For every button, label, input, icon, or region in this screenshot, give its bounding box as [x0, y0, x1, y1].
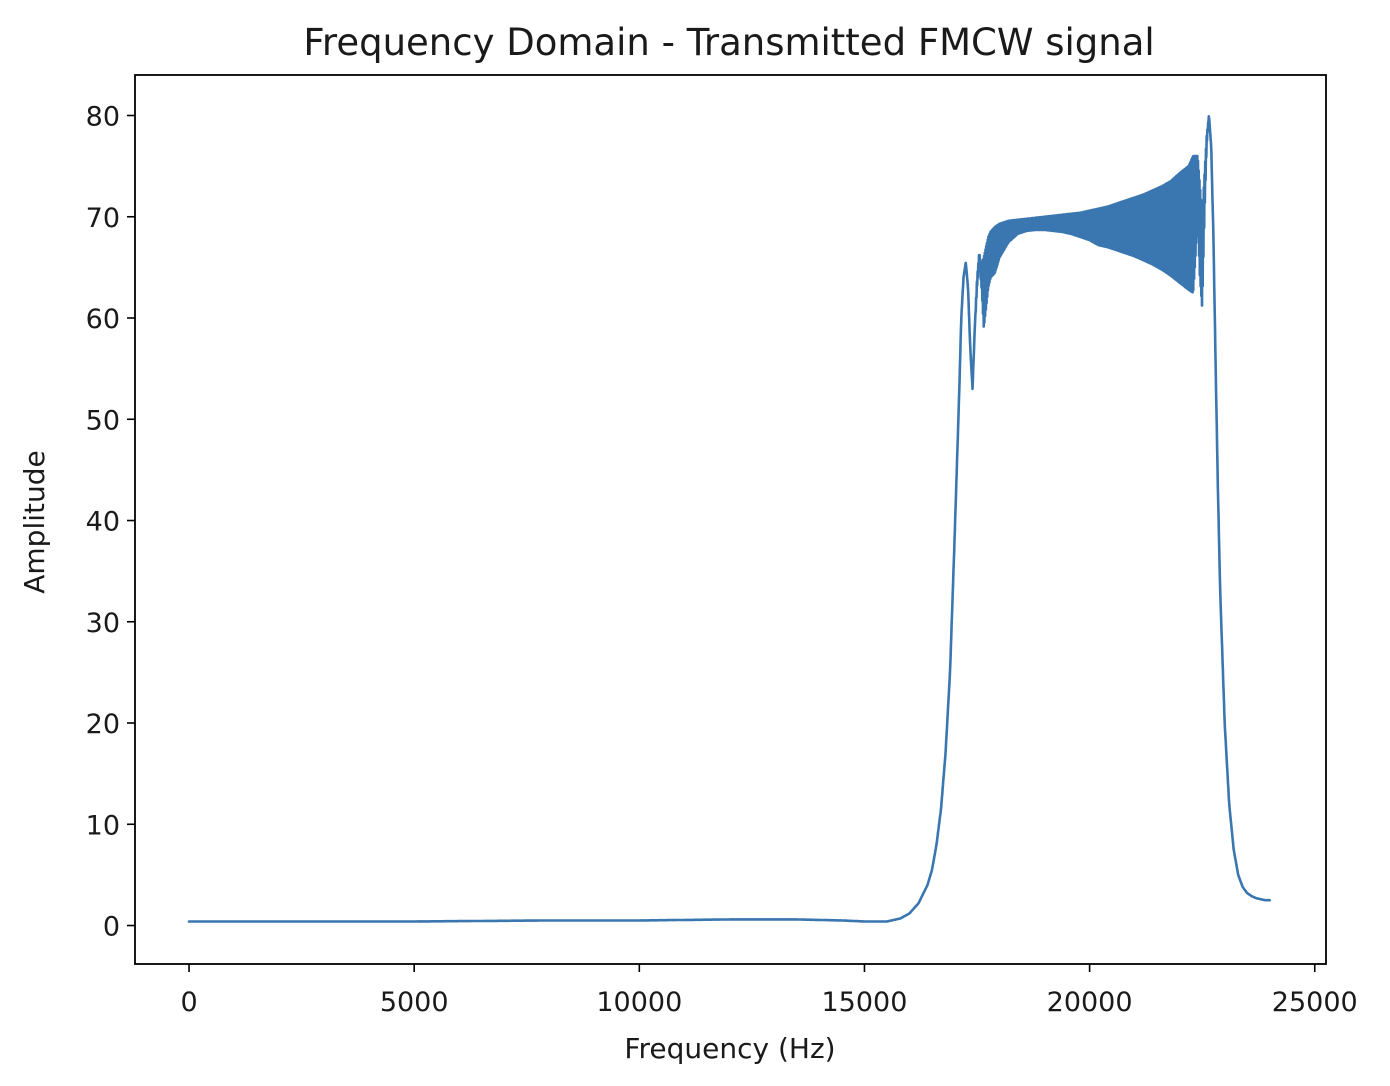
y-tick-label: 70 — [86, 203, 120, 234]
x-axis-label: Frequency (Hz) — [624, 1032, 835, 1065]
x-tick-label: 5000 — [380, 987, 449, 1018]
y-tick-label: 10 — [86, 810, 120, 841]
x-tick-label: 20000 — [1047, 987, 1133, 1018]
x-tick-label: 0 — [180, 987, 197, 1018]
x-tick-label: 25000 — [1272, 987, 1358, 1018]
y-tick-label: 0 — [103, 912, 120, 943]
y-tick-label: 40 — [86, 507, 120, 538]
x-axis-ticks: 0 5000 10000 15000 20000 25000 — [180, 964, 1358, 1018]
y-tick-label: 80 — [86, 102, 120, 133]
y-tick-label: 50 — [86, 405, 120, 436]
spectrum-line — [187, 115, 1271, 923]
series-layer — [187, 115, 1271, 923]
y-tick-label: 30 — [86, 608, 120, 639]
y-axis-label: Amplitude — [18, 450, 51, 594]
chart-title: Frequency Domain - Transmitted FMCW sign… — [303, 21, 1154, 64]
y-tick-label: 60 — [86, 304, 120, 335]
x-tick-label: 15000 — [822, 987, 908, 1018]
y-tick-label: 20 — [86, 709, 120, 740]
x-tick-label: 10000 — [596, 987, 682, 1018]
y-axis-ticks: 0 10 20 30 40 50 60 70 80 — [86, 102, 135, 943]
plot-area-frame — [134, 74, 1327, 965]
